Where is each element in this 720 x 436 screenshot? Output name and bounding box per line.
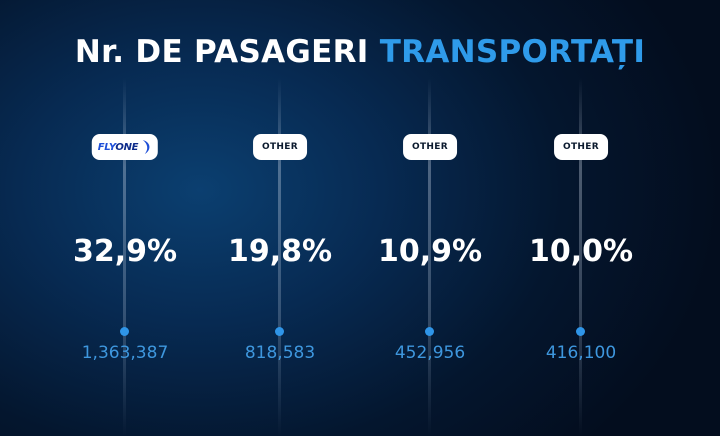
airline-column-4: OTHER 10,0% 416,100: [506, 0, 656, 436]
airline-column-2: OTHER 19,8% 818,583: [205, 0, 355, 436]
data-point: [576, 327, 585, 336]
page-title: Nr. DE PASAGERI TRANSPORTAȚI: [0, 34, 720, 70]
passenger-count: 818,583: [244, 343, 316, 363]
airline-badge: OTHER: [253, 134, 307, 160]
percent-label: 10,0%: [528, 234, 634, 269]
flyone-logo-icon: [143, 140, 150, 154]
airline-badge: OTHER: [554, 134, 608, 160]
airline-column-3: OTHER 10,9% 452,956: [355, 0, 505, 436]
passenger-count: 416,100: [545, 343, 617, 363]
percent-label: 19,8%: [227, 234, 333, 269]
airline-badge: OTHER: [403, 134, 457, 160]
passenger-count: 1,363,387: [81, 343, 169, 363]
data-point: [120, 327, 129, 336]
title-main: Nr. DE PASAGERI: [74, 34, 369, 70]
percent-label: 10,9%: [377, 234, 483, 269]
flyone-logo: FLYONE: [97, 141, 139, 153]
data-point: [425, 327, 434, 336]
airline-badge: FLYONE: [91, 134, 159, 160]
title-accent: TRANSPORTAȚI: [379, 34, 646, 70]
data-point: [275, 327, 284, 336]
passenger-count: 452,956: [394, 343, 466, 363]
percent-label: 32,9%: [72, 234, 178, 269]
airline-column-1: FLYONE 32,9% 1,363,387: [50, 0, 200, 436]
column-line: [579, 78, 582, 436]
column-line: [428, 78, 431, 436]
column-line: [278, 78, 281, 436]
column-line: [123, 78, 126, 436]
